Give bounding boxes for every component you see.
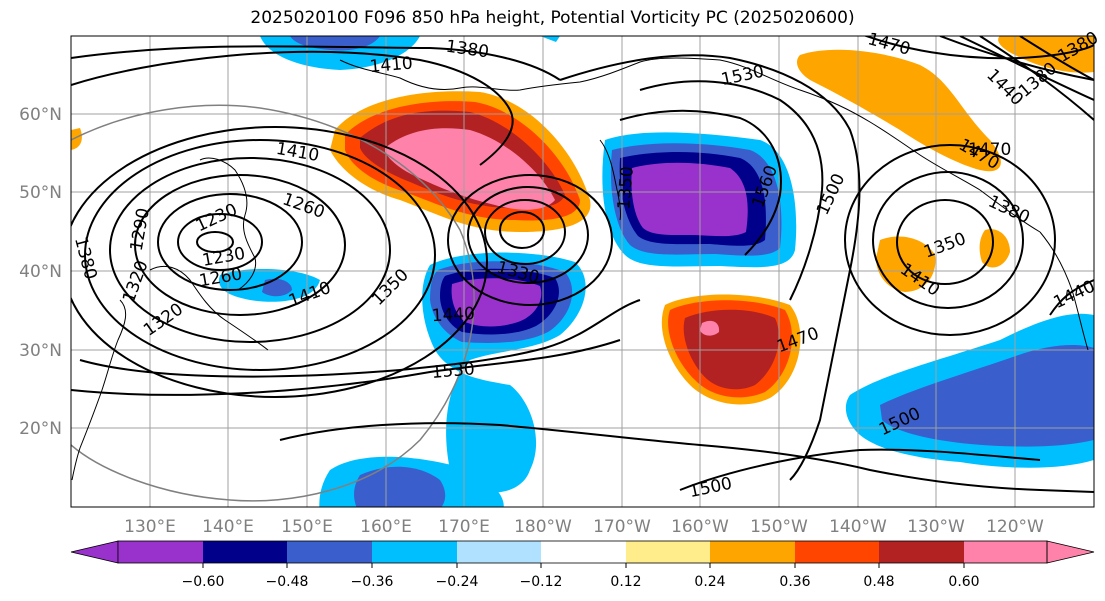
colorbar: −0.60 −0.48 −0.36 −0.24 −0.12 0.12 0.24 …: [70, 540, 1095, 590]
height-contours: [71, 36, 1094, 493]
lon-label: 140°E: [202, 517, 254, 537]
lon-label: 160°E: [360, 517, 412, 537]
graticule: [71, 36, 1094, 507]
pv-shading: [71, 36, 1094, 507]
lat-label: 50°N: [19, 183, 62, 203]
lat-label: 30°N: [19, 341, 62, 361]
colorbar-extend-high: [1046, 540, 1095, 564]
colorbar-tick-label: −0.12: [520, 574, 563, 590]
colorbar-tick-label: 0.24: [694, 574, 725, 590]
colorbar-tick-label: 0.60: [948, 574, 979, 590]
colorbar-tick-label: −0.24: [436, 574, 479, 590]
latitude-labels: 60°N 50°N 40°N 30°N 20°N: [19, 105, 62, 439]
colorbar-ticks: [202, 563, 965, 568]
lon-label: 180°W: [514, 517, 572, 537]
lon-label: 170°W: [593, 517, 651, 537]
contour-label: 1530: [431, 359, 476, 383]
colorbar-tick-label: 0.48: [863, 574, 894, 590]
colorbar-segment: [118, 541, 203, 563]
lon-label: 130°W: [907, 517, 965, 537]
colorbar-segment: [879, 541, 964, 563]
lon-label: 150°W: [750, 517, 808, 537]
lat-label: 40°N: [19, 262, 62, 282]
colorbar-segment: [541, 541, 626, 563]
longitude-labels: 130°E 140°E 150°E 160°E 170°E 180°W 170°…: [124, 517, 1044, 537]
colorbar-segment: [457, 541, 541, 563]
colorbar-tick-label: 0.12: [610, 574, 641, 590]
colorbar-segment: [710, 541, 795, 563]
colorbar-segment: [626, 541, 710, 563]
colorbar-segment: [203, 541, 287, 563]
colorbar-extend-low: [70, 540, 119, 564]
contour-label: 1410: [369, 53, 414, 77]
colorbar-segment: [287, 541, 372, 563]
plot-frame: [70, 35, 1095, 508]
colorbar-tick-label: 0.36: [779, 574, 810, 590]
colorbar-segment: [372, 541, 457, 563]
lon-label: 130°E: [124, 517, 176, 537]
colorbar-frame: [117, 540, 1048, 564]
colorbar-tick-label: −0.48: [266, 574, 309, 590]
lon-label: 140°W: [829, 517, 887, 537]
lon-label: 150°E: [281, 517, 333, 537]
lon-label: 170°E: [438, 517, 490, 537]
lon-label: 160°W: [671, 517, 729, 537]
lat-label: 20°N: [19, 419, 62, 439]
lat-label: 60°N: [19, 105, 62, 125]
contour-label: 1350: [614, 166, 638, 211]
contour-label: 1440: [431, 304, 475, 326]
colorbar-segment: [795, 541, 879, 563]
colorbar-tick-label: −0.36: [351, 574, 394, 590]
colorbar-tick-label: −0.60: [182, 574, 225, 590]
lon-label: 120°W: [986, 517, 1044, 537]
contour-label: 1470: [968, 140, 1011, 160]
colorbar-segment: [964, 541, 1047, 563]
range-circle: [71, 104, 475, 502]
map-title: 2025020100 F096 850 hPa height, Potentia…: [250, 8, 855, 28]
